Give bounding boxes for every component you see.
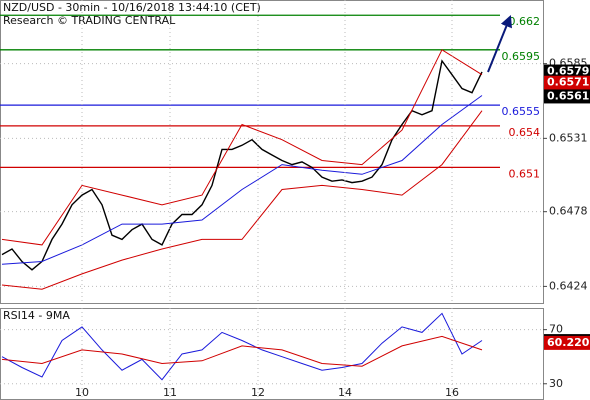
- x-tick-label: 12: [251, 386, 265, 399]
- value-box-label: 0.65613: [547, 89, 590, 102]
- y-tick-label: 30: [549, 377, 563, 390]
- y-tick-label: 0.6424: [549, 279, 588, 292]
- level-label: 0.662: [509, 15, 541, 28]
- series-line: [1, 49, 483, 246]
- value-box: [544, 64, 590, 79]
- chart-title: RSI14 - 9MA: [3, 309, 70, 322]
- value-box: [544, 335, 590, 350]
- x-tick-label: 16: [445, 386, 459, 399]
- series-line: [1, 335, 483, 367]
- value-box-label: 0.65712: [547, 76, 590, 89]
- y-tick-label: 0.6531: [549, 131, 588, 144]
- level-label: 0.651: [509, 167, 541, 180]
- series-line: [1, 312, 483, 381]
- level-label: 0.6595: [502, 50, 541, 63]
- price-panel: [0, 0, 544, 304]
- series-line: [1, 59, 483, 271]
- y-tick-label: 70: [549, 323, 563, 336]
- level-label: 0.6555: [502, 105, 541, 118]
- chart-subtitle: Research © TRADING CENTRAL: [3, 14, 176, 27]
- chart-title: NZD/USD - 30min - 10/16/2018 13:44:10 (C…: [3, 1, 261, 14]
- value-box: [544, 75, 590, 90]
- value-box: [544, 89, 590, 104]
- x-tick-label: 11: [163, 386, 177, 399]
- value-box-label: 60.2209: [547, 336, 590, 349]
- level-label: 0.654: [509, 126, 541, 139]
- x-tick-label: 14: [338, 386, 352, 399]
- series-line: [1, 110, 483, 290]
- forecast-arrow: [487, 14, 512, 73]
- x-tick-label: 10: [75, 386, 89, 399]
- y-tick-label: 0.6478: [549, 205, 588, 218]
- value-box-label: 0.65793: [547, 65, 590, 78]
